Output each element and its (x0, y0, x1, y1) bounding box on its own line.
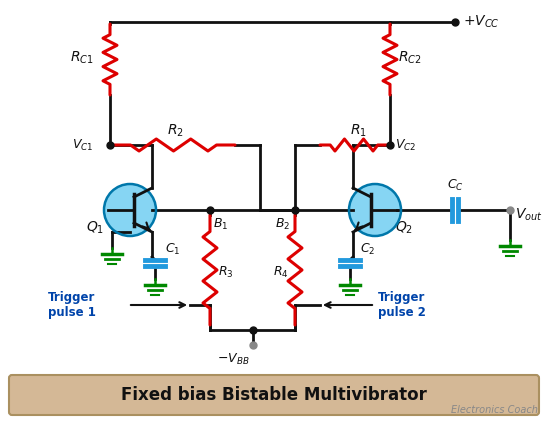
Text: $C_2$: $C_2$ (360, 241, 375, 257)
Text: $B_1$: $B_1$ (213, 216, 228, 232)
Text: Trigger
pulse 2: Trigger pulse 2 (378, 291, 426, 319)
Text: Trigger
pulse 1: Trigger pulse 1 (48, 291, 96, 319)
Text: $R_2$: $R_2$ (167, 123, 184, 139)
Text: $R_{C1}$: $R_{C1}$ (70, 50, 94, 66)
Text: $V_{C2}$: $V_{C2}$ (395, 138, 416, 152)
Text: $Q_1$: $Q_1$ (86, 220, 104, 236)
Text: Fixed bias Bistable Multivibrator: Fixed bias Bistable Multivibrator (121, 386, 427, 404)
Text: $+V_{CC}$: $+V_{CC}$ (463, 14, 500, 30)
Text: $Q_2$: $Q_2$ (395, 220, 413, 236)
Text: $C_1$: $C_1$ (165, 241, 180, 257)
Text: $V_{out}$: $V_{out}$ (515, 207, 543, 223)
Circle shape (104, 184, 156, 236)
Text: $V_{C1}$: $V_{C1}$ (72, 138, 94, 152)
Text: $R_3$: $R_3$ (218, 265, 234, 279)
Text: $- V_{BB}$: $- V_{BB}$ (217, 352, 249, 367)
Text: $C_C$: $C_C$ (447, 177, 464, 192)
Text: $B_2$: $B_2$ (275, 216, 290, 232)
FancyBboxPatch shape (9, 375, 539, 415)
Text: $R_1$: $R_1$ (350, 123, 367, 139)
Text: Electronics Coach: Electronics Coach (451, 405, 538, 415)
Circle shape (349, 184, 401, 236)
Text: $R_4$: $R_4$ (273, 265, 289, 279)
Text: $R_{C2}$: $R_{C2}$ (398, 50, 422, 66)
